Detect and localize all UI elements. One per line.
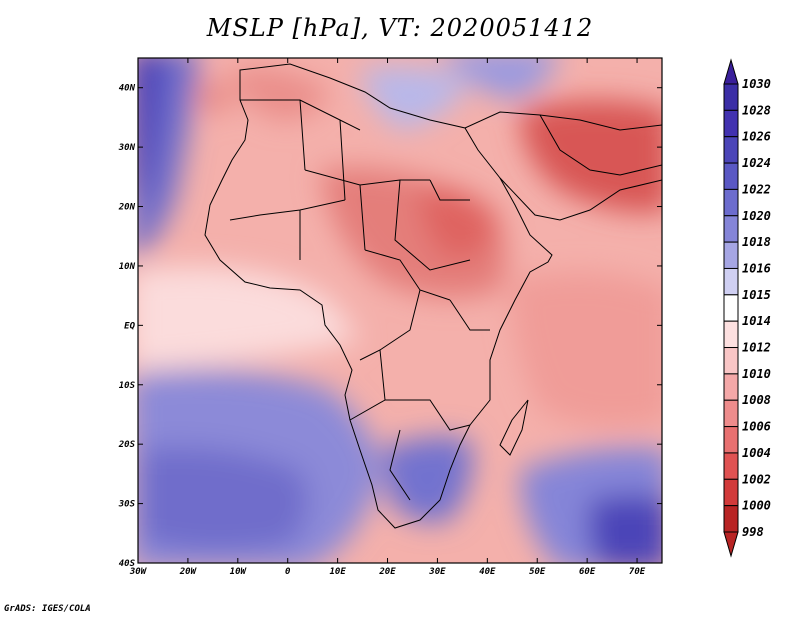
lon-tick-label: 30E	[428, 567, 446, 577]
lat-tick-label: 10N	[119, 262, 136, 272]
pressure-field	[138, 58, 662, 563]
colorbar-segment	[723, 478, 739, 507]
lon-tick-label: 70E	[629, 567, 646, 577]
colorbar-level-label: 1028	[742, 103, 771, 117]
lon-tick-label: 50E	[529, 567, 546, 577]
colorbar-level-label: 1002	[742, 472, 771, 486]
colorbar-segment	[723, 373, 739, 401]
colorbar-segment	[723, 426, 739, 454]
colorbar-segment	[723, 83, 739, 111]
colorbar-level-label: 1008	[742, 393, 771, 407]
colorbar-level-label: 1014	[742, 314, 771, 328]
colorbar-segment	[723, 188, 739, 217]
lon-tick-label: 10E	[329, 567, 346, 577]
colorbar-level-label: 1030	[742, 77, 771, 91]
colorbar-segment	[723, 267, 739, 296]
colorbar-segment	[723, 136, 739, 164]
lon-tick-label: 40E	[479, 567, 496, 577]
colorbar-level-label: 1006	[742, 420, 771, 434]
colorbar-min-triangle	[723, 531, 739, 558]
colorbar-level-label: 1015	[742, 288, 771, 302]
colorbar-max-triangle	[723, 58, 739, 85]
lat-tick-label: 30N	[118, 143, 136, 153]
colorbar-segment	[723, 505, 739, 533]
lon-tick-label: 10W	[230, 567, 248, 577]
colorbar-level-label: 1018	[742, 235, 771, 249]
colorbar-segment	[723, 452, 739, 480]
colorbar: 1030 1028 1026 1024 1022 1020 1018 1016 1015 1014…	[723, 58, 771, 558]
coastlines	[204, 63, 662, 529]
lat-tick-label: 20N	[118, 203, 136, 213]
axis-ticks	[137, 58, 662, 564]
colorbar-segment	[723, 347, 739, 375]
colorbar-level-label: 1024	[742, 156, 771, 170]
lon-tick-label: 0	[285, 567, 291, 577]
lat-tick-label: 30S	[118, 500, 136, 510]
colorbar-segment	[723, 399, 739, 428]
colorbar-segment	[723, 294, 739, 322]
colorbar-level-label: 1012	[742, 341, 771, 355]
colorbar-level-label: 1020	[742, 209, 771, 223]
lat-tick-label: EQ	[124, 321, 135, 331]
map-title: MSLP [hPa], VT: 2020051412	[206, 14, 594, 42]
lat-tick-label: 20S	[118, 440, 136, 450]
colorbar-segment	[723, 162, 739, 190]
colorbar-level-label: 998	[742, 525, 764, 539]
latitude-tick-labels: 40N 30N 20N 10N EQ 10S 20S 30S 40S	[118, 84, 136, 569]
lat-tick-label: 10S	[119, 381, 136, 391]
lat-tick-label: 40N	[119, 84, 136, 94]
colorbar-segment	[723, 109, 739, 138]
lon-tick-label: 60E	[579, 567, 596, 577]
colorbar-segment	[723, 215, 739, 243]
grads-credit: GrADS: IGES/COLA	[4, 604, 91, 614]
colorbar-level-label: 1000	[742, 499, 771, 513]
colorbar-segment	[723, 241, 739, 269]
lon-tick-label: 30W	[129, 567, 148, 577]
colorbar-level-label: 1010	[742, 367, 771, 381]
map-frame	[137, 57, 663, 564]
colorbar-level-label: 1004	[742, 446, 771, 460]
longitude-tick-labels: 30W 20W 10W 0 10E 20E 30E 40E 50E 60E 70E	[129, 567, 646, 577]
lon-tick-label: 20W	[179, 567, 198, 577]
colorbar-segment	[723, 320, 739, 349]
colorbar-level-label: 1022	[742, 182, 771, 196]
lon-tick-label: 20E	[378, 567, 396, 577]
lat-tick-label: 40S	[119, 559, 136, 569]
colorbar-level-label: 1016	[742, 261, 771, 275]
colorbar-level-label: 1026	[742, 130, 771, 144]
